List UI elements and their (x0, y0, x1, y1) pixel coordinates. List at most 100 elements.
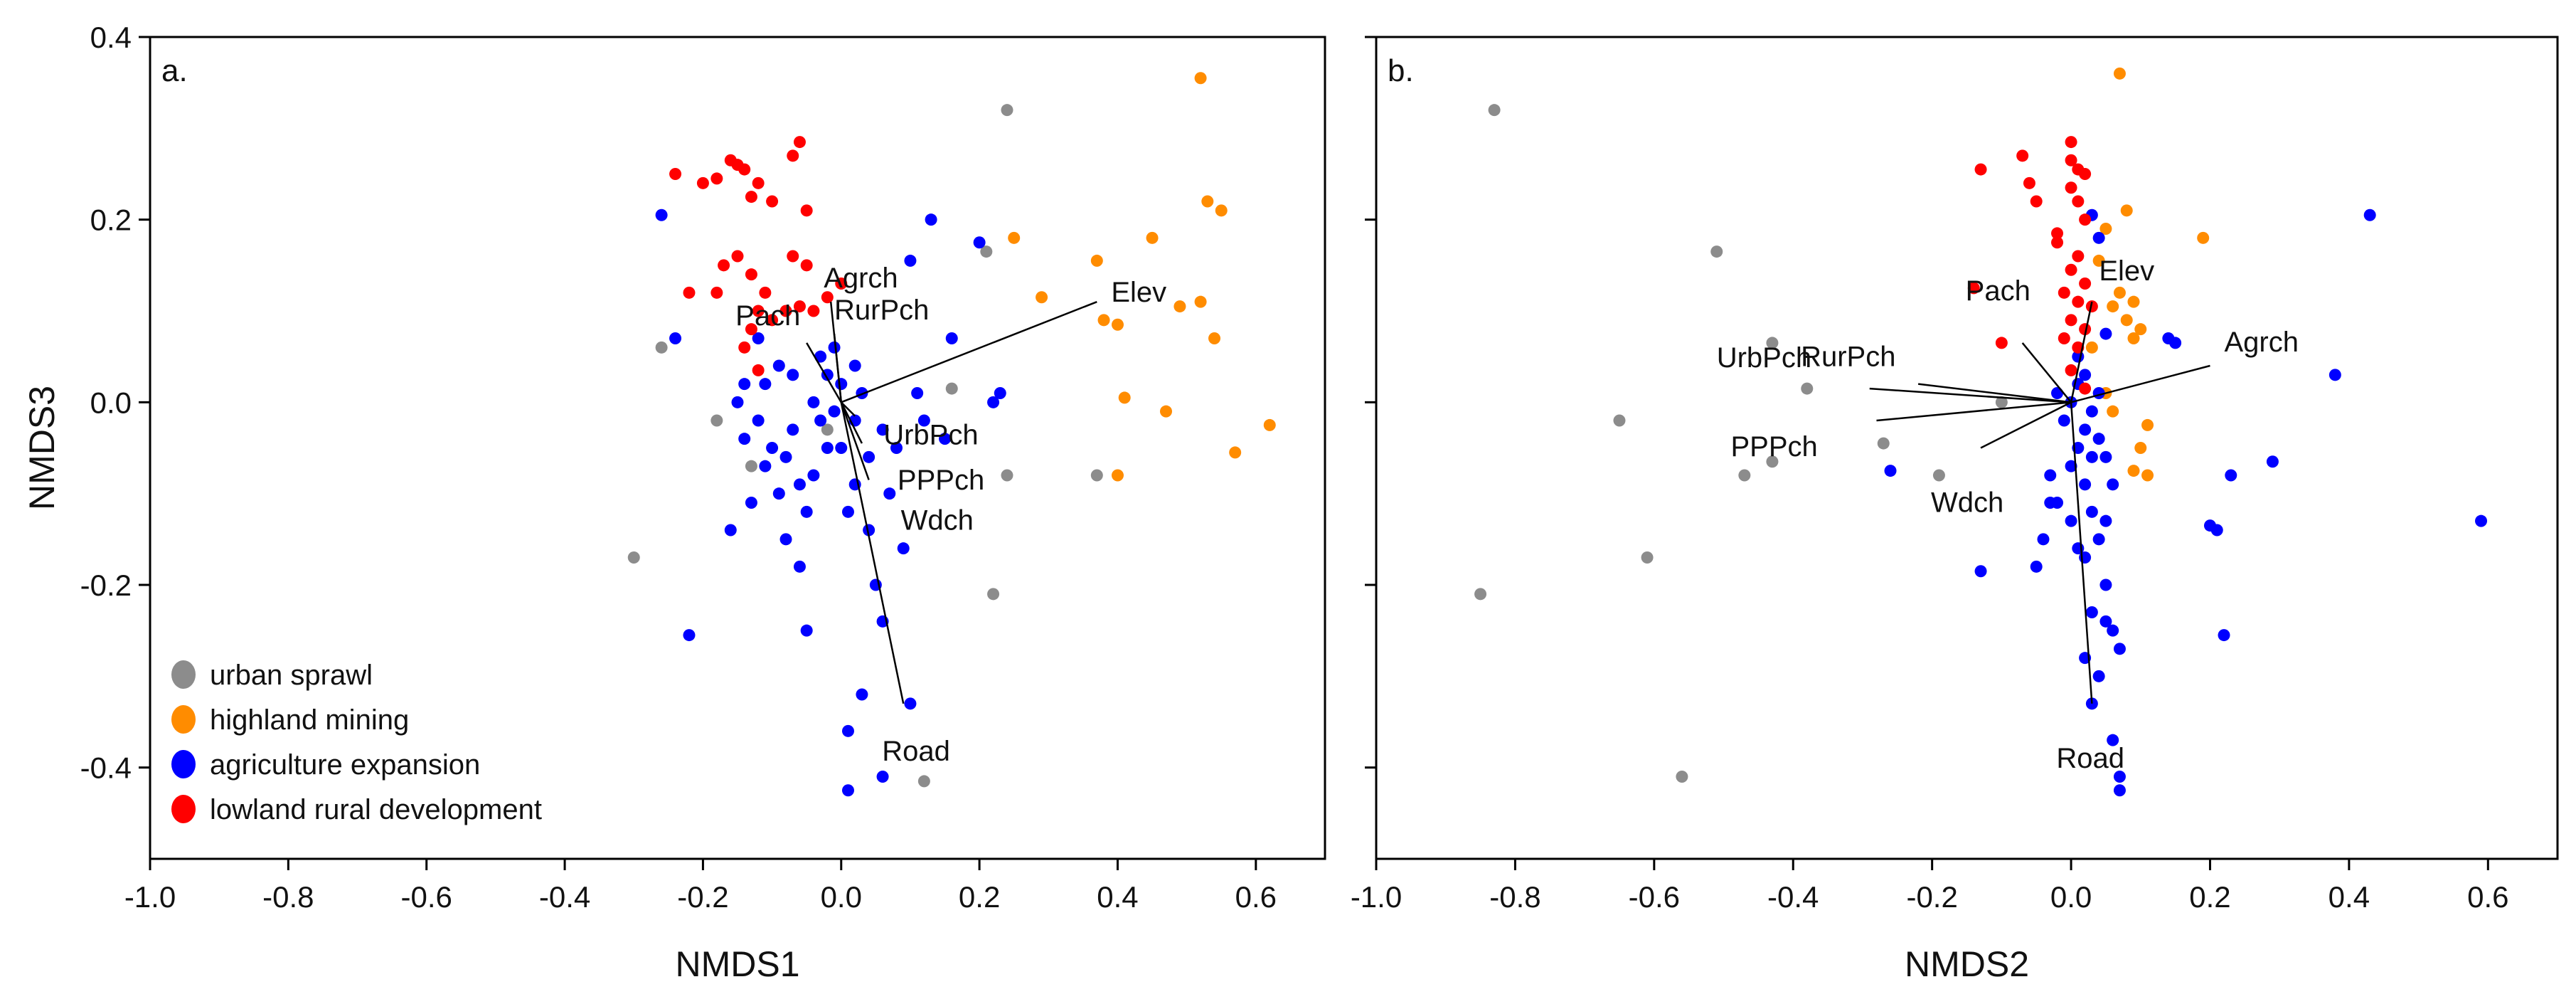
x-tick-label: -0.2 (1906, 880, 1957, 914)
data-point (779, 305, 792, 317)
data-point (752, 305, 765, 317)
data-point (973, 236, 986, 249)
data-point (2120, 204, 2133, 217)
data-point (2079, 168, 2092, 180)
data-point (766, 195, 779, 208)
data-point (1194, 295, 1207, 308)
data-point (2099, 223, 2112, 235)
data-point (2065, 514, 2077, 527)
data-point (1118, 391, 1131, 404)
data-point (2065, 181, 2077, 194)
vector-line (840, 401, 863, 444)
data-point (779, 533, 792, 546)
data-point (863, 524, 875, 537)
data-point (710, 286, 723, 299)
data-point (759, 460, 772, 472)
data-point (683, 629, 696, 642)
data-point (787, 250, 799, 263)
data-point (2079, 369, 2092, 381)
data-point (655, 208, 668, 221)
x-tick-label: 0.2 (959, 880, 1000, 914)
data-point (787, 423, 799, 436)
data-point (1036, 291, 1048, 304)
x-tick-label: 0.0 (2050, 880, 2092, 914)
data-point (2085, 405, 2098, 418)
data-point (904, 697, 917, 710)
data-point (1111, 318, 1124, 331)
data-point (807, 396, 820, 408)
data-point (2065, 314, 2077, 327)
data-point (669, 332, 682, 344)
data-point (2085, 341, 2098, 354)
data-point (2072, 295, 2085, 308)
vector-line (840, 401, 870, 480)
data-point (2030, 560, 2043, 573)
data-point (897, 542, 910, 555)
data-point (876, 771, 889, 783)
data-point (2065, 154, 2077, 167)
data-point (731, 250, 744, 263)
data-point (2475, 514, 2488, 527)
data-point (814, 350, 827, 363)
x-tick-label: 0.2 (2189, 880, 2230, 914)
vector-line (2070, 301, 2093, 403)
data-point (669, 168, 682, 180)
data-point (710, 414, 723, 427)
data-point (987, 396, 1000, 408)
data-point (2113, 286, 2126, 299)
vector-label: Pach (1966, 275, 2031, 307)
data-point (1877, 437, 1890, 450)
y-tick-label: 0.4 (90, 21, 132, 54)
x-tick-label: -0.8 (262, 880, 314, 914)
vector-line (806, 342, 842, 403)
data-point (1474, 588, 1487, 601)
data-point (939, 433, 952, 445)
data-point (2107, 300, 2119, 313)
data-point (1173, 300, 1186, 313)
data-point (2203, 519, 2216, 532)
data-point (2092, 670, 2105, 682)
vector-label: RurPch (834, 295, 929, 326)
data-point (2037, 533, 2050, 546)
plot-frame (149, 36, 1326, 860)
data-point (2030, 195, 2043, 208)
x-tick-label: -0.2 (677, 880, 728, 914)
data-point (1676, 771, 1688, 783)
data-point (2051, 387, 2064, 399)
data-point (772, 359, 785, 372)
data-point (1090, 254, 1103, 267)
vector-label: Pach (735, 300, 800, 332)
data-point (848, 359, 861, 372)
data-point (2023, 176, 2035, 189)
vector-label: Wdch (1931, 487, 2003, 519)
data-point (2127, 295, 2140, 308)
data-point (2197, 231, 2210, 244)
y-tick-label: 0.2 (90, 204, 132, 237)
data-point (883, 487, 896, 500)
data-point (2169, 337, 2182, 349)
data-point (696, 176, 709, 189)
data-point (1995, 337, 2008, 349)
data-point (627, 551, 640, 564)
data-point (724, 524, 737, 537)
data-point (718, 259, 730, 272)
data-point (980, 245, 993, 258)
data-point (793, 478, 806, 491)
data-point (2051, 497, 2064, 509)
data-point (2127, 465, 2140, 477)
legend-label: lowland rural development (210, 794, 542, 825)
data-point (1008, 231, 1021, 244)
data-point (752, 414, 765, 427)
data-point (2079, 323, 2092, 336)
data-point (2065, 136, 2077, 149)
legend: urban sprawl highland mining agriculture e… (171, 660, 542, 825)
data-point (841, 724, 854, 737)
data-point (2134, 442, 2147, 454)
data-point (2092, 231, 2105, 244)
data-point (917, 775, 930, 788)
data-point (2107, 478, 2119, 491)
legend-label: urban sprawl (210, 660, 373, 691)
x-axis-title: NMDS2 (1905, 944, 2029, 984)
data-point (2363, 208, 2376, 221)
x-tick-label: 0.4 (1097, 880, 1138, 914)
